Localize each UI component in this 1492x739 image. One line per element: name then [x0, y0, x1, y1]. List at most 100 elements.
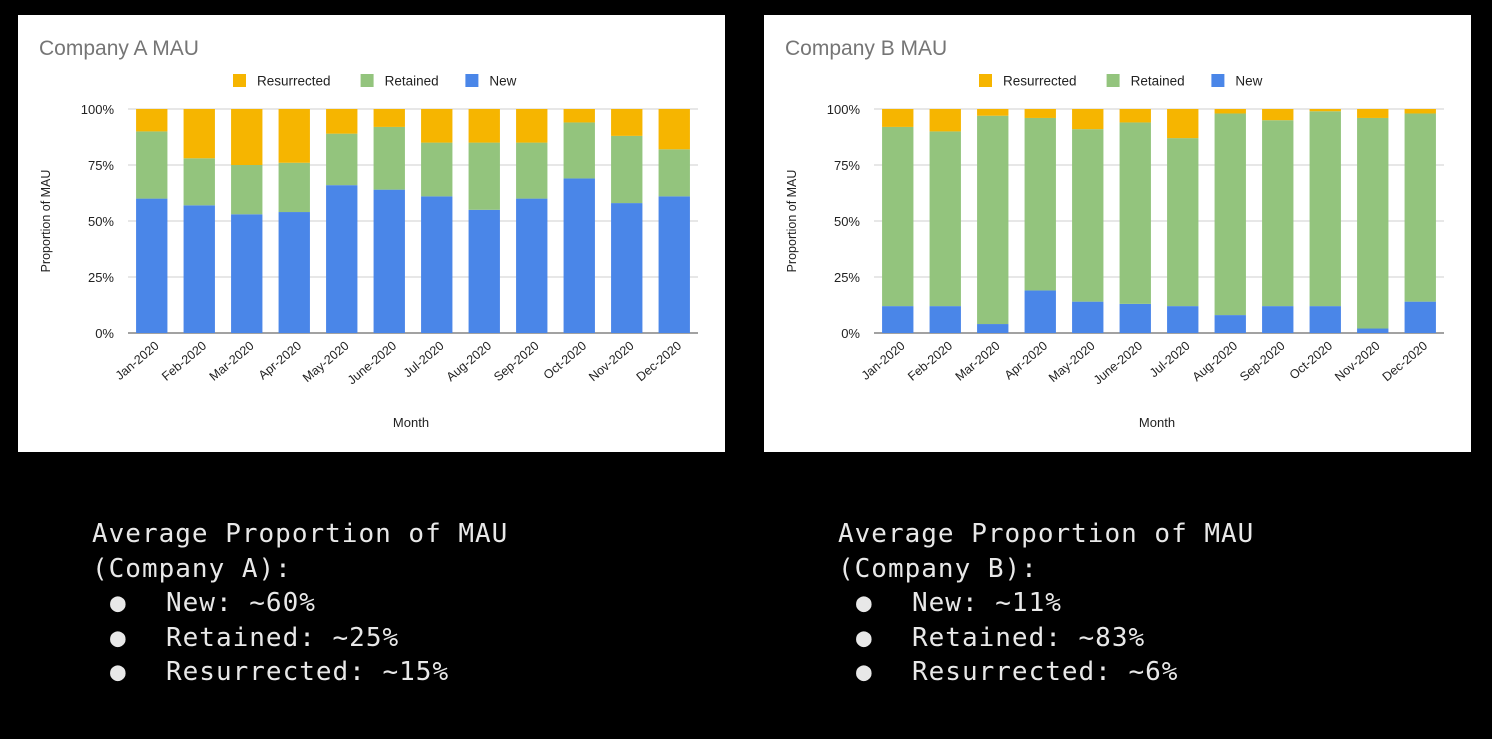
bar-segment-retained [611, 135, 643, 204]
legend-swatch-retained [1106, 74, 1120, 87]
x-tick-label: Dec-2020 [1380, 339, 1431, 385]
bar-segment-resurrected [658, 109, 690, 150]
bar-segment-resurrected [468, 109, 500, 143]
bar-segment-resurrected [1167, 109, 1199, 139]
x-tick-label: Mar-2020 [207, 339, 257, 384]
bar-segment-retained [1262, 120, 1294, 307]
chart-title: Company A MAU [39, 37, 199, 60]
bar-segment-new [516, 198, 548, 333]
bar-segment-retained [1024, 117, 1056, 291]
legend-swatch-resurrected [979, 74, 992, 87]
bullet-icon: ● [110, 657, 127, 687]
y-axis-label: Proportion of MAU [39, 170, 53, 273]
summary-heading: Average Proportion of MAU [92, 519, 509, 549]
x-tick-label: Aug-2020 [1190, 339, 1241, 385]
y-tick-label: 25% [88, 270, 114, 285]
legend-swatch-new [1211, 74, 1225, 87]
company-b-summary: Average Proportion of MAU (Company B): ●… [838, 517, 1254, 690]
bar-segment-resurrected [1119, 109, 1151, 123]
y-tick-label: 25% [834, 270, 860, 285]
chart-title: Company B MAU [785, 37, 947, 60]
bar-segment-retained [468, 142, 500, 210]
company-a-summary: Average Proportion of MAU (Company A): ●… [92, 517, 508, 690]
x-tick-label: Jan-2020 [113, 339, 162, 383]
bar-segment-retained [882, 126, 914, 307]
legend-label-retained: Retained [1131, 74, 1185, 89]
bar-segment-retained [1119, 122, 1151, 304]
bar-segment-retained [1214, 113, 1246, 316]
y-tick-label: 100% [81, 102, 115, 117]
legend-swatch-new [465, 74, 479, 87]
bar-segment-resurrected [516, 109, 548, 143]
x-tick-label: Feb-2020 [159, 339, 209, 384]
bar-segment-new [1404, 301, 1436, 333]
bar-segment-new [1072, 301, 1104, 333]
summary-heading: Average Proportion of MAU [838, 519, 1255, 549]
x-tick-label: May-2020 [300, 339, 352, 385]
bar-segment-new [882, 306, 914, 333]
bar-segment-resurrected [1214, 109, 1246, 114]
bar-segment-new [1167, 306, 1199, 333]
summary-item-retained: ● Retained: ~25% [92, 621, 508, 656]
legend-label-retained: Retained [385, 74, 439, 89]
bar-segment-new [373, 189, 405, 333]
bar-segment-new [421, 196, 453, 333]
summary-item-text: Retained: ~83% [912, 622, 1146, 653]
x-tick-label: Jul-2020 [1147, 339, 1193, 381]
bar-segment-new [977, 324, 1009, 333]
y-tick-label: 50% [834, 214, 860, 229]
bar-segment-new [611, 203, 643, 333]
x-tick-label: Oct-2020 [541, 339, 589, 383]
bar-segment-retained [563, 122, 595, 179]
y-tick-label: 0% [95, 326, 114, 341]
bar-segment-resurrected [611, 109, 643, 136]
summary-item-retained: ● Retained: ~83% [838, 621, 1254, 656]
company-a-chart: Company A MAU Resurrected Retained New 0% 25%… [39, 37, 698, 430]
bar-segment-resurrected [421, 109, 453, 143]
x-tick-label: Jul-2020 [401, 339, 447, 381]
x-tick-label: Aug-2020 [444, 339, 495, 385]
bar-segment-resurrected [882, 109, 914, 127]
bar-segment-resurrected [1024, 109, 1056, 118]
legend-label-new: New [489, 74, 516, 89]
y-tick-label: 0% [841, 326, 860, 341]
x-axis-label: Month [393, 415, 429, 430]
x-tick-label: Feb-2020 [905, 339, 955, 384]
bar-segment-new [326, 185, 358, 333]
legend-label-new: New [1235, 74, 1262, 89]
bar-segment-resurrected [231, 109, 263, 165]
x-tick-label: Sep-2020 [1237, 339, 1288, 385]
bar-segment-resurrected [278, 109, 310, 163]
bar-segment-new [468, 209, 500, 333]
bar-segment-resurrected [1262, 109, 1294, 121]
bar-segment-new [658, 196, 690, 333]
legend-label-resurrected: Resurrected [257, 74, 331, 89]
legend-swatch-resurrected [233, 74, 246, 87]
summary-list: ● New: ~11% ● Retained: ~83% ● Resurrected:… [838, 586, 1254, 690]
bar-segment-retained [278, 162, 310, 213]
bar-segment-new [1262, 306, 1294, 333]
bar-segment-new [1024, 290, 1056, 333]
bar-segment-resurrected [136, 109, 168, 132]
bar-segment-retained [136, 131, 168, 199]
x-tick-label: June-2020 [1091, 339, 1145, 388]
x-tick-label: Nov-2020 [586, 339, 637, 385]
bar-segment-new [136, 198, 168, 333]
bar-segment-new [1309, 306, 1341, 333]
y-tick-label: 100% [827, 102, 861, 117]
summary-heading-company: (Company A): [92, 553, 292, 584]
bullet-icon: ● [856, 657, 873, 687]
bar-segment-resurrected [183, 109, 215, 159]
bar-segment-resurrected [1309, 109, 1341, 112]
bar-segment-resurrected [563, 109, 595, 123]
summary-item-text: New: ~60% [166, 588, 316, 618]
x-tick-label: Dec-2020 [634, 339, 685, 385]
bar-segment-new [1119, 303, 1151, 333]
bullet-icon: ● [110, 588, 127, 618]
x-tick-label: June-2020 [345, 339, 399, 388]
y-axis-label: Proportion of MAU [785, 170, 799, 273]
bar-segment-new [1214, 315, 1246, 333]
bar-segment-retained [977, 115, 1009, 325]
x-axis-label: Month [1139, 415, 1175, 430]
y-tick-label: 75% [834, 158, 860, 173]
